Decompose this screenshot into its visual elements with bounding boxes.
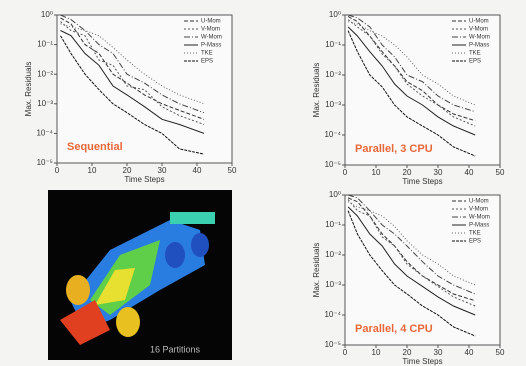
annotation: Parallel, 3 CPU bbox=[355, 143, 433, 155]
x-tick-label: 0 bbox=[55, 166, 60, 175]
legend-label: EPS bbox=[469, 59, 481, 65]
y-tick-label: 10⁻¹ bbox=[325, 40, 341, 49]
y-tick-label: 10⁻¹ bbox=[37, 40, 53, 49]
x-axis-label: Time Steps bbox=[124, 175, 164, 184]
y-tick-label: 10⁰ bbox=[41, 10, 53, 19]
y-tick-label: 10⁰ bbox=[329, 190, 341, 199]
y-tick-label: 10⁻² bbox=[325, 250, 341, 259]
x-tick-label: 10 bbox=[88, 166, 97, 175]
y-tick-label: 10⁻⁴ bbox=[324, 130, 341, 139]
legend-label: EPS bbox=[201, 59, 213, 65]
render-image: 16 Partitions bbox=[48, 190, 232, 360]
legend-label: W-Mom bbox=[469, 215, 490, 221]
y-tick-label: 10⁻² bbox=[325, 70, 341, 79]
legend-label: P-Mass bbox=[469, 43, 489, 49]
x-tick-label: 50 bbox=[228, 166, 237, 175]
legend-label: TKE bbox=[469, 51, 481, 57]
wheel bbox=[165, 242, 185, 268]
wheel bbox=[191, 233, 209, 257]
y-axis-label: Max. Residuals bbox=[312, 243, 321, 298]
annotation: Parallel, 4 CPU bbox=[355, 323, 433, 335]
wheel bbox=[66, 275, 90, 305]
legend-label: TKE bbox=[469, 231, 481, 237]
legend-label: V-Mom bbox=[469, 27, 488, 33]
y-tick-label: 10⁻² bbox=[37, 69, 53, 78]
x-tick-label: 40 bbox=[465, 348, 474, 357]
y-tick-label: 10⁻⁴ bbox=[324, 310, 341, 319]
legend-label: P-Mass bbox=[201, 43, 221, 49]
legend-label: V-Mom bbox=[201, 27, 220, 33]
x-tick-label: 30 bbox=[434, 348, 443, 357]
y-tick-label: 10⁻³ bbox=[325, 100, 341, 109]
legend-label: U-Mom bbox=[201, 19, 221, 25]
y-tick-label: 10⁻⁵ bbox=[325, 340, 341, 349]
y-tick-label: 10⁻³ bbox=[325, 280, 341, 289]
x-tick-label: 30 bbox=[158, 166, 167, 175]
legend-label: U-Mom bbox=[469, 199, 489, 205]
x-tick-label: 40 bbox=[465, 168, 474, 177]
x-tick-label: 20 bbox=[123, 166, 132, 175]
x-tick-label: 40 bbox=[193, 166, 202, 175]
x-tick-label: 10 bbox=[372, 168, 381, 177]
x-tick-label: 0 bbox=[343, 168, 348, 177]
legend-label: U-Mom bbox=[469, 19, 489, 25]
y-tick-label: 10⁻³ bbox=[37, 99, 53, 108]
legend-label: TKE bbox=[201, 51, 213, 57]
y-tick-label: 10⁻⁵ bbox=[325, 160, 341, 169]
legend-label: W-Mom bbox=[201, 35, 222, 41]
y-tick-label: 10⁻¹ bbox=[325, 220, 341, 229]
legend-label: P-Mass bbox=[469, 223, 489, 229]
wheel bbox=[116, 307, 140, 337]
y-axis-label: Max. Residuals bbox=[312, 63, 321, 118]
y-tick-label: 10⁻⁵ bbox=[37, 158, 53, 167]
rear-wing bbox=[170, 212, 215, 224]
figure: 16 Partitions 10⁰10⁻¹10⁻²10⁻³10⁻⁴10⁻⁵010… bbox=[0, 0, 526, 366]
image-caption: 16 Partitions bbox=[150, 344, 201, 354]
x-tick-label: 0 bbox=[343, 348, 348, 357]
x-tick-label: 20 bbox=[403, 348, 412, 357]
y-tick-label: 10⁰ bbox=[329, 10, 341, 19]
y-axis-label: Max. Residuals bbox=[24, 62, 33, 117]
legend-label: V-Mom bbox=[469, 207, 488, 213]
x-axis-label: Time Steps bbox=[402, 177, 442, 186]
y-tick-label: 10⁻⁴ bbox=[36, 129, 53, 138]
x-tick-label: 50 bbox=[496, 168, 505, 177]
x-tick-label: 20 bbox=[403, 168, 412, 177]
x-tick-label: 50 bbox=[496, 348, 505, 357]
legend-label: W-Mom bbox=[469, 35, 490, 41]
annotation: Sequential bbox=[67, 141, 123, 153]
x-tick-label: 30 bbox=[434, 168, 443, 177]
legend-label: EPS bbox=[469, 239, 481, 245]
x-axis-label: Time Steps bbox=[402, 357, 442, 366]
x-tick-label: 10 bbox=[372, 348, 381, 357]
